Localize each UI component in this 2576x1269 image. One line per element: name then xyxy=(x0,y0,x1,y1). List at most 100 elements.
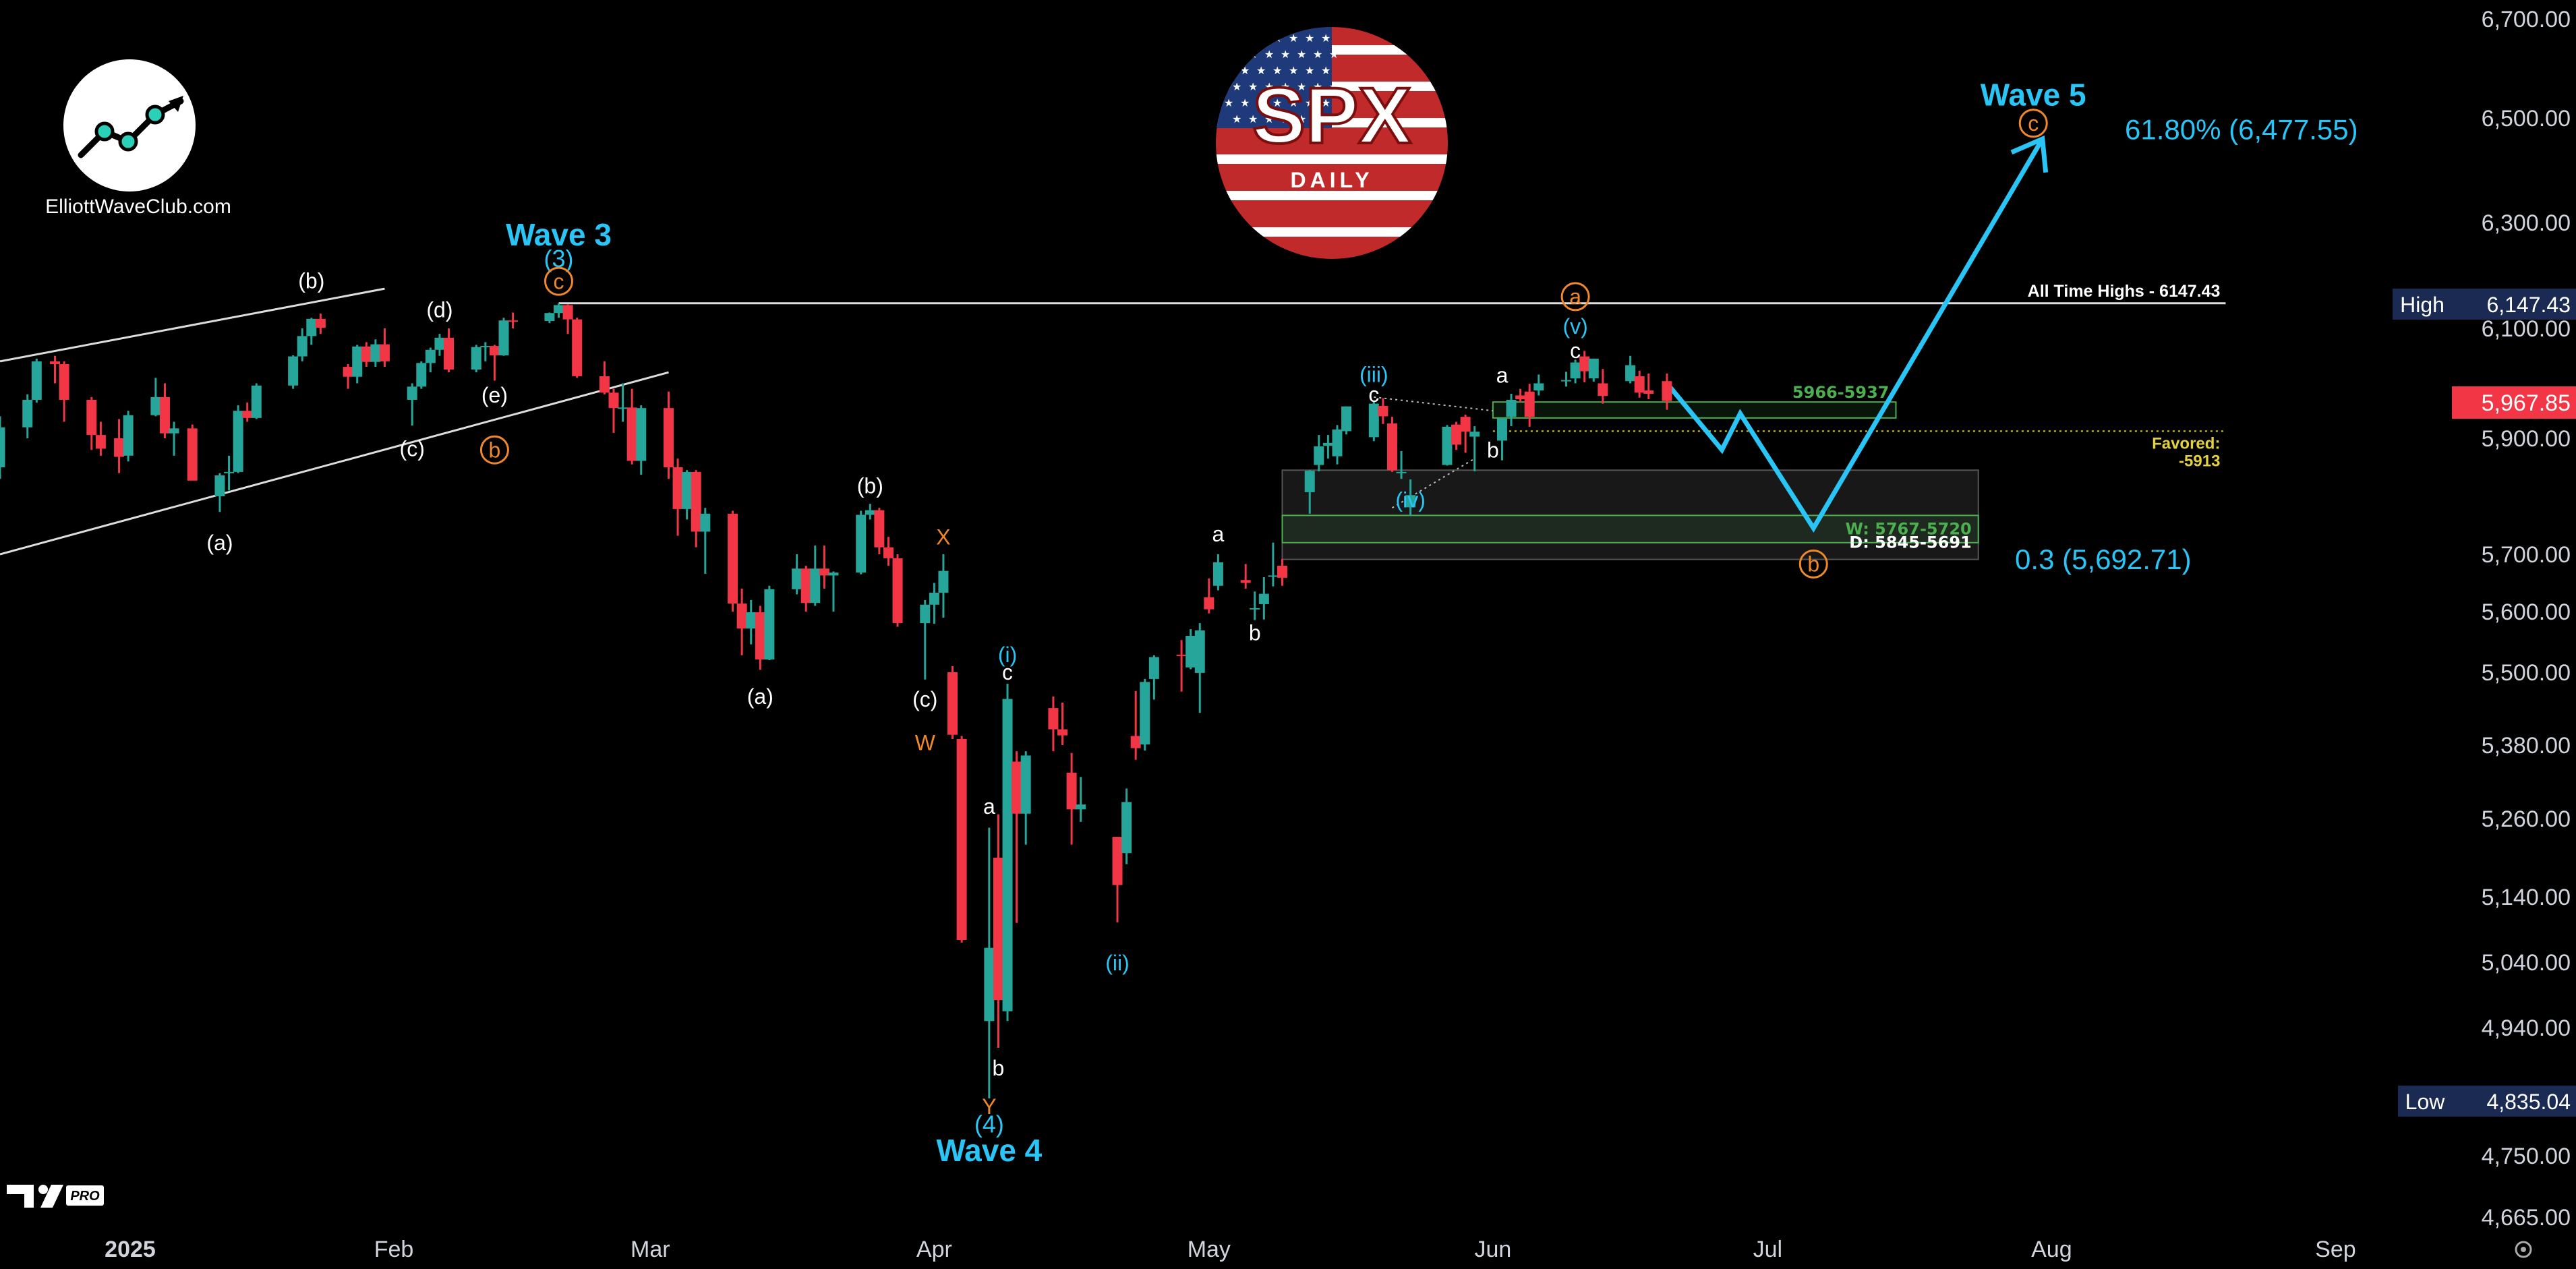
flag-star: ★ xyxy=(1240,96,1250,109)
wave-label: c xyxy=(1368,382,1379,407)
candle-body xyxy=(554,305,564,314)
candle-body xyxy=(1076,804,1086,810)
candle-body xyxy=(608,392,619,409)
y-tick-label: 4,665.00 xyxy=(2482,1205,2571,1231)
wave-label: a xyxy=(1212,522,1225,546)
y-tick-label: 6,500.00 xyxy=(2482,106,2571,131)
wave-label-circle xyxy=(2018,109,2048,138)
y-tick-label: 6,700.00 xyxy=(2482,7,2571,32)
candle-body xyxy=(572,319,583,376)
candle-body xyxy=(1561,380,1572,382)
flag-star: ★ xyxy=(1297,80,1306,93)
candle-body xyxy=(49,361,60,364)
candle-body xyxy=(1598,383,1608,396)
candle-body xyxy=(856,514,867,573)
candle-body xyxy=(1314,446,1324,465)
candle-body xyxy=(306,318,317,336)
x-tick-label: May xyxy=(1188,1237,1231,1262)
candle-body xyxy=(114,438,125,457)
candle-body xyxy=(993,858,1003,1001)
x-tick-label: Jul xyxy=(1753,1237,1782,1262)
candle-body xyxy=(691,471,701,532)
candle-body xyxy=(315,318,326,328)
time-axis: 2025 Feb Mar Apr May Jun Jul Aug Sep xyxy=(105,1237,2356,1262)
candle-body xyxy=(672,467,683,509)
candle-body xyxy=(288,356,299,386)
wave-label: c xyxy=(2028,111,2039,136)
y-tick-label: 5,500.00 xyxy=(2482,660,2571,686)
candle-body xyxy=(544,313,555,322)
x-tick-label: Jun xyxy=(1474,1237,1511,1262)
y-tick-label: 5,700.00 xyxy=(2482,542,2571,568)
wave-label: c xyxy=(1002,660,1013,684)
candle-body xyxy=(251,385,262,418)
wave-label: b xyxy=(489,438,501,462)
candle-body xyxy=(343,367,353,377)
x-tick-label: Feb xyxy=(374,1237,414,1262)
candle-body xyxy=(508,320,519,322)
flag-star: ★ xyxy=(1264,80,1274,93)
flag-star: ★ xyxy=(1248,113,1258,125)
brand-name: ElliottWaveClub.com xyxy=(45,196,231,218)
x-tick-label: 2025 xyxy=(105,1237,156,1262)
candle-body xyxy=(1057,729,1068,736)
candle-body xyxy=(1212,562,1223,586)
wave-label: Wave 5 xyxy=(1981,78,2086,113)
wave-label: Wave 3 xyxy=(506,217,612,252)
candle-body xyxy=(224,471,235,473)
wave-label: b xyxy=(1807,552,1819,577)
zone-rect xyxy=(1281,514,1979,543)
settings-gear-icon[interactable] xyxy=(2515,1241,2532,1258)
candle-body xyxy=(892,558,903,624)
wave-label-circle xyxy=(1560,282,1590,312)
y-tick-label: 5,260.00 xyxy=(2482,806,2571,832)
low-badge: Low 4,835.04 xyxy=(2398,1086,2576,1117)
candle-body xyxy=(1121,802,1132,854)
candle-body xyxy=(626,407,637,461)
chart-title: SPX xyxy=(1252,71,1411,160)
low-label: Low xyxy=(2405,1090,2446,1114)
flag-star: ★ xyxy=(1264,113,1274,125)
flag-star: ★ xyxy=(1224,96,1233,109)
wave-label: (iv) xyxy=(1395,488,1425,512)
flag-star: ★ xyxy=(1248,80,1258,93)
candle-body xyxy=(984,947,995,1022)
candle-body xyxy=(562,305,573,320)
candle-body xyxy=(1405,495,1416,508)
candle-body xyxy=(425,349,436,363)
candle-body xyxy=(297,336,308,357)
candle-body xyxy=(1194,630,1205,673)
candle-body xyxy=(810,568,821,603)
flag-star: ★ xyxy=(1329,48,1339,61)
lines-layer: All Time Highs - 6147.43 Favored:-5913 0.3… xyxy=(0,113,2358,575)
candle-body xyxy=(1451,424,1462,445)
wave-label: b xyxy=(1249,621,1261,645)
flag-star: ★ xyxy=(1256,96,1266,109)
wave-label: c xyxy=(1570,338,1581,363)
candle-body xyxy=(728,513,738,604)
tradingview-logo: PRO xyxy=(7,1185,104,1208)
candle-body xyxy=(755,612,765,660)
candle-body xyxy=(416,363,427,387)
flag-star: ★ xyxy=(1329,80,1339,93)
annotations-layer: Wave 3(3)c(b)(d)(e)(c) b(a)(b)X(a) (c)W(i)… xyxy=(206,78,2086,1169)
candle-body xyxy=(0,427,5,467)
candle-body xyxy=(938,570,949,593)
high-label: High xyxy=(2400,293,2445,317)
wave-label: a xyxy=(1496,363,1509,387)
wave-label-circle xyxy=(544,266,574,296)
candle-body xyxy=(1496,418,1507,441)
svg-text:PRO: PRO xyxy=(70,1189,100,1204)
x-tick-label: Mar xyxy=(631,1237,670,1262)
candle-body xyxy=(819,568,829,576)
wave-label: (b) xyxy=(857,474,883,498)
candle-body xyxy=(370,344,381,362)
candle-body xyxy=(1020,755,1031,814)
flag-stripe xyxy=(1216,154,1448,164)
flag-star: ★ xyxy=(1313,48,1322,61)
chart-subtitle: DAILY xyxy=(1290,168,1373,192)
candle-body xyxy=(444,337,455,370)
x-tick-label: Sep xyxy=(2315,1237,2356,1262)
flag-star: ★ xyxy=(1329,113,1339,125)
